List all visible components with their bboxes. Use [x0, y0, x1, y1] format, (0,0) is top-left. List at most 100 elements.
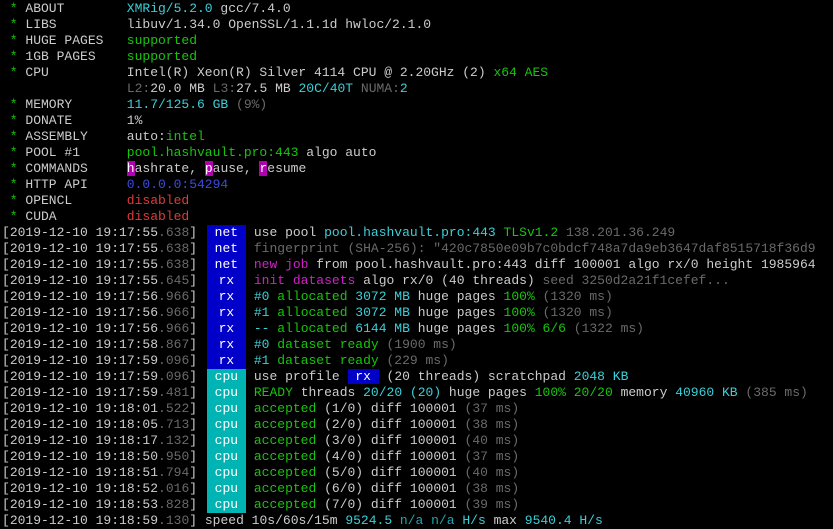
timestamp-ms: .096 [158, 353, 190, 368]
info-line: * ASSEMBLY auto:intel [2, 129, 833, 145]
bullet-star-icon: * [2, 177, 26, 192]
log-message: 9540.4 H/s [524, 513, 603, 528]
log-line: [2019-12-10 19:18:17.132] cpu accepted (3… [2, 433, 833, 449]
timestamp-ms: .638 [158, 257, 190, 272]
log-message: memory [612, 385, 676, 400]
log-line: [2019-12-10 19:17:56.966] rx #1 allocated… [2, 305, 833, 321]
timestamp-bracket: ] [189, 449, 205, 464]
bullet-star-icon: * [2, 49, 26, 64]
info-label: MEMORY [25, 97, 73, 112]
info-value: NUMA: [360, 81, 400, 96]
timestamp: 2019-12-10 19:18:51 [9, 465, 159, 480]
timestamp-ms: .950 [158, 449, 190, 464]
timestamp: 2019-12-10 19:17:55 [9, 241, 159, 256]
bullet-star-icon: * [2, 65, 26, 80]
log-message: accepted [253, 449, 317, 464]
timestamp: 2019-12-10 19:17:59 [9, 369, 159, 384]
timestamp-bracket: ] [189, 433, 205, 448]
timestamp-bracket: ] [189, 305, 205, 320]
log-message: READY [253, 385, 293, 400]
info-value: 20C/40T [298, 81, 361, 96]
info-value: disabled [126, 193, 190, 208]
info-value: r [259, 161, 268, 176]
log-message: 40960 KB [675, 385, 738, 400]
timestamp-bracket: ] [189, 337, 205, 352]
log-message: (229 ms) [378, 353, 449, 368]
log-message: (37 ms) [456, 401, 520, 416]
info-label: ABOUT [25, 1, 65, 16]
info-value: 11.7/125.6 GB [126, 97, 229, 112]
info-line: * CUDA disabled [2, 209, 833, 225]
info-label: POOL #1 [25, 145, 81, 160]
log-message: from pool.hashvault.pro:443 diff 100001 … [308, 257, 816, 272]
info-value: libuv/1.34.0 OpenSSL/1.1.1d hwloc/2.1.0 [126, 17, 432, 32]
log-tag-cpu: cpu [206, 385, 246, 401]
log-tag-rx: rx [206, 321, 246, 337]
info-value: esume [267, 161, 307, 176]
timestamp-bracket: ] [189, 465, 205, 480]
log-message: (1900 ms) [378, 337, 457, 352]
bullet-star-icon: * [2, 193, 26, 208]
log-message: #0 [253, 289, 270, 304]
timestamp: 2019-12-10 19:17:58 [9, 337, 159, 352]
log-tag-rx: rx [206, 353, 246, 369]
log-message: #1 [253, 353, 270, 368]
timestamp-bracket: [ [2, 305, 10, 320]
info-label: HUGE PAGES [25, 33, 104, 48]
info-value: 20.0 MB [150, 81, 213, 96]
log-tag-cpu: cpu [206, 417, 246, 433]
bullet-star-icon: * [2, 161, 26, 176]
log-message: (1320 ms) [534, 305, 613, 320]
timestamp-ms: .130 [158, 513, 190, 528]
log-message: rx [347, 369, 379, 384]
log-message: (37 ms) [456, 449, 520, 464]
log-line: [2019-12-10 19:17:55.645] rx init dataset… [2, 273, 833, 289]
timestamp-ms: .867 [158, 337, 190, 352]
log-message: TLSv1.2 [495, 225, 559, 240]
log-message: #0 [253, 337, 270, 352]
info-value: XMRig/5.2.0 [126, 1, 213, 16]
log-message: accepted [253, 417, 317, 432]
timestamp-ms: .638 [158, 225, 190, 240]
info-value: pool.hashvault.pro:443 [126, 145, 299, 160]
info-line: * HTTP API 0.0.0.0:54294 [2, 177, 833, 193]
timestamp: 2019-12-10 19:18:17 [9, 433, 159, 448]
timestamp-ms: .016 [158, 481, 190, 496]
log-message: accepted [253, 481, 317, 496]
log-message: accepted [253, 401, 317, 416]
timestamp-bracket: [ [2, 225, 10, 240]
log-message: dataset ready [269, 353, 379, 368]
log-message: pool.hashvault.pro:443 [324, 225, 496, 240]
indent [2, 81, 127, 96]
timestamp-bracket: [ [2, 465, 10, 480]
info-label: CPU [25, 65, 49, 80]
log-tag-net: net [206, 225, 246, 241]
info-line: * LIBS libuv/1.34.0 OpenSSL/1.1.1d hwloc/… [2, 17, 833, 33]
log-line: [2019-12-10 19:17:56.966] rx #0 allocated… [2, 289, 833, 305]
log-message: (3/0) diff 100001 [316, 433, 457, 448]
timestamp-bracket: [ [2, 401, 10, 416]
info-value: ashrate, [134, 161, 205, 176]
timestamp-ms: .828 [158, 497, 190, 512]
log-message: use pool [253, 225, 325, 240]
timestamp-bracket: ] [189, 225, 205, 240]
log-message: 3072 MB [347, 289, 410, 304]
log-message: 100% [495, 289, 535, 304]
timestamp: 2019-12-10 19:17:55 [9, 225, 159, 240]
bullet-star-icon: * [2, 113, 26, 128]
log-message: (4/0) diff 100001 [316, 449, 457, 464]
log-tag-cpu: cpu [206, 465, 246, 481]
log-message: H/s [454, 513, 486, 528]
log-tag-cpu: cpu [206, 481, 246, 497]
timestamp-bracket: [ [2, 433, 10, 448]
log-message: (1/0) diff 100001 [316, 401, 457, 416]
log-message: threads [292, 385, 364, 400]
log-message: accepted [253, 433, 317, 448]
log-message: speed 10s/60s/15m [204, 513, 346, 528]
log-message: algo rx/0 (40 threads) [355, 273, 535, 288]
info-value: ause, [212, 161, 260, 176]
timestamp-bracket: [ [2, 417, 10, 432]
info-value: 1% [126, 113, 143, 128]
timestamp-bracket: [ [2, 273, 10, 288]
